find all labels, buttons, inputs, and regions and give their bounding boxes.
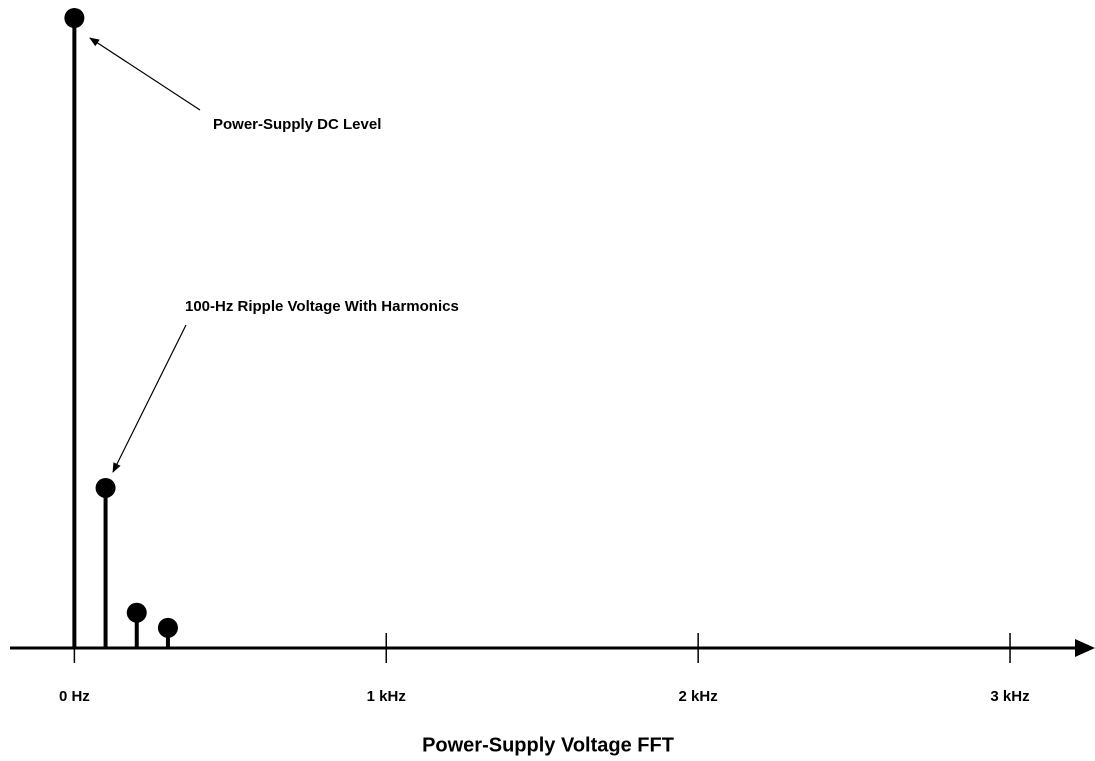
annotation-arrow <box>89 37 201 111</box>
x-tick-label: 1 kHz <box>367 688 406 705</box>
chart-title: Power-Supply Voltage FFT <box>422 734 674 756</box>
stem-marker <box>95 477 116 498</box>
annotation-arrow <box>112 324 187 473</box>
stem-marker <box>126 602 147 623</box>
annotation: 100-Hz Ripple Voltage With Harmonics <box>185 298 459 315</box>
stem-marker <box>157 617 178 638</box>
x-tick-label: 2 kHz <box>679 688 718 705</box>
x-tick-label: 0 Hz <box>59 688 90 705</box>
x-axis-arrow <box>1075 639 1095 657</box>
annotation: Power-Supply DC Level <box>213 116 381 133</box>
stem-marker <box>64 8 85 28</box>
x-tick-label: 3 kHz <box>990 688 1029 705</box>
